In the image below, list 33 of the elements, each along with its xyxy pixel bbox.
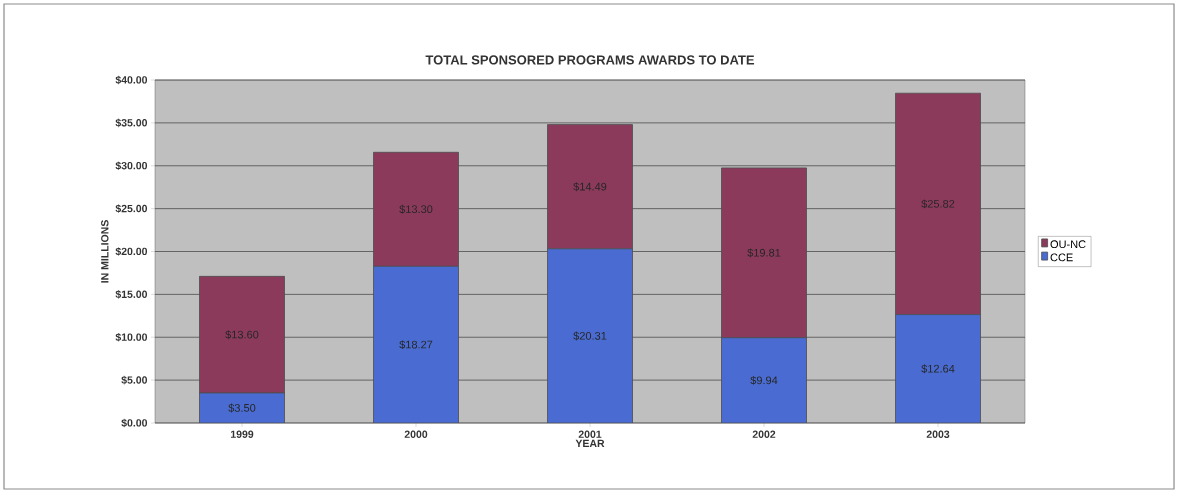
- y-axis-title: IN MILLIONS: [101, 220, 109, 283]
- bar: [895, 314, 981, 423]
- bar: [547, 248, 633, 423]
- x-tick-label: 2002: [752, 430, 776, 438]
- data-label: $13.30: [399, 204, 433, 214]
- data-label: $3.50: [228, 403, 256, 413]
- y-tick-label: $15.00: [115, 290, 148, 299]
- data-label: $14.49: [573, 182, 607, 192]
- data-label: $20.31: [573, 331, 607, 341]
- y-tick-label: $25.00: [115, 204, 148, 213]
- x-tick-label: 2001: [578, 430, 602, 438]
- y-tick-label: $5.00: [121, 375, 148, 385]
- y-tick-label: $35.00: [115, 118, 148, 128]
- data-label: $19.81: [747, 248, 781, 258]
- y-tick-label: $40.00: [115, 75, 148, 85]
- x-tick-label: 2000: [404, 430, 428, 438]
- x-axis-title: YEAR: [575, 439, 605, 448]
- y-tick-label: $0.00: [121, 418, 148, 428]
- bar: [721, 337, 807, 423]
- x-tick-label: 2003: [926, 430, 950, 438]
- y-tick-label: $20.00: [115, 247, 148, 256]
- data-label: $18.27: [399, 340, 433, 350]
- legend-label: OU-NC: [1050, 240, 1086, 249]
- chart-title: TOTAL SPONSORED PROGRAMS AWARDS TO DATE: [425, 55, 755, 65]
- data-label: $12.64: [921, 364, 955, 374]
- legend-label: CCE: [1050, 253, 1073, 262]
- bar: [373, 265, 459, 423]
- y-tick-label: $10.00: [115, 332, 148, 342]
- data-label: $9.94: [750, 375, 778, 385]
- x-tick-label: 1999: [230, 430, 254, 438]
- data-label: $25.82: [921, 199, 955, 209]
- data-label: $13.60: [225, 330, 259, 340]
- y-tick-label: $30.00: [115, 161, 148, 171]
